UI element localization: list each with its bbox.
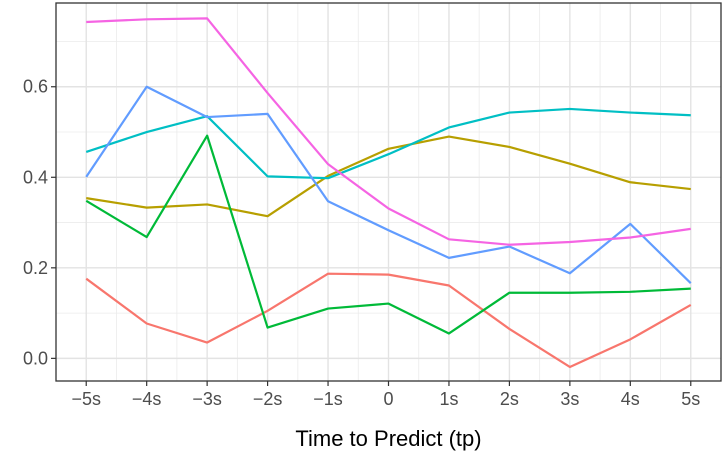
series-line-6: [86, 17, 691, 246]
y-tick-label: 0.2: [23, 258, 48, 278]
y-tick-label: 0.4: [23, 167, 48, 187]
major-gridlines: [56, 3, 721, 381]
x-axis-title: Time to Predict (tp): [295, 426, 481, 451]
series-line-2: [86, 135, 691, 218]
x-tick-label: 0: [383, 389, 393, 409]
series-line-3: [85, 134, 691, 335]
series-line-5: [85, 85, 692, 285]
y-tick-label: 0.6: [23, 77, 48, 97]
y-tick-label: 0.0: [23, 348, 48, 368]
x-tick-label: −5s: [71, 389, 101, 409]
x-tick-label: −3s: [192, 389, 222, 409]
x-tick-label: 2s: [500, 389, 519, 409]
x-tick-label: −4s: [132, 389, 162, 409]
x-axis-ticks: −5s −4s −3s −2s −1s 0 1s 2s 3s 4s 5s: [71, 381, 700, 409]
x-tick-label: 5s: [681, 389, 700, 409]
series-line-1: [85, 272, 692, 369]
y-axis-ticks: 0.0 0.2 0.4 0.6: [23, 77, 56, 368]
x-tick-label: −1s: [313, 389, 343, 409]
series-line-4: [85, 107, 691, 180]
x-tick-label: 4s: [621, 389, 640, 409]
series-lines: [85, 17, 692, 369]
x-tick-label: 1s: [439, 389, 458, 409]
x-tick-label: 3s: [560, 389, 579, 409]
x-tick-label: −2s: [253, 389, 283, 409]
